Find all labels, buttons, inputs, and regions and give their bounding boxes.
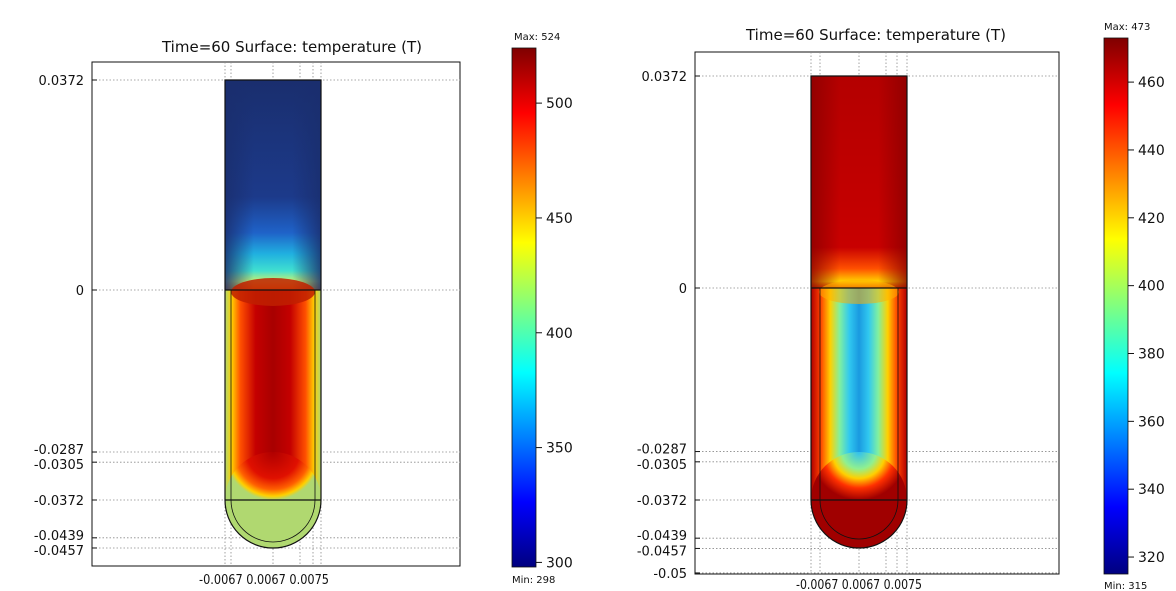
left-chart-title: Time=60 Surface: temperature (T) [161,38,422,56]
right-colorbar-min: Min: 315 [1104,581,1147,591]
right-tube-outline [810,75,908,549]
colorbar-tick-label: 350 [546,441,573,457]
y-tick-label: -0.0457 [637,544,687,559]
right-colorbar-bar [1103,37,1129,575]
right-colorbar: Max: 473 320 340 360 380 400 420 440 460 Min: 3… [1103,22,1165,591]
left-tube-outline [224,79,322,549]
left-panel: Time=60 Surface: temperature (T) 0.03720… [34,38,461,588]
y-tick-label: -0.0305 [637,458,687,473]
right-temperature-field [811,76,907,548]
colorbar-tick-label: 500 [546,96,573,112]
colorbar-tick-label: 380 [1138,346,1165,362]
colorbar-tick-label: 420 [1138,211,1165,227]
y-tick-label: -0.0457 [34,544,84,559]
colorbar-tick-label: 340 [1138,482,1165,498]
y-tick-label: 0.0372 [39,74,85,89]
y-tick-label: -0.0439 [34,529,84,544]
right-x-tick-labels: -0.0067 0.0067 0.0075 [796,578,922,591]
right-panel: Time=60 Surface: temperature (T) 0.03720… [637,26,1060,591]
left-axes-frame [91,61,461,567]
left-temperature-field [225,80,321,548]
colorbar-tick-label: 320 [1138,550,1165,566]
left-colorbar: Max: 524 300 350 400 450 500 Min: 298 [511,32,573,586]
y-tick-label: 0 [679,282,687,297]
left-y-ticks: 0.0372 0 -0.0287-0.0305 -0.0372 -0.0439-0.04… [34,74,97,559]
right-axes-frame [694,51,1060,575]
y-tick-label: -0.05 [653,567,687,582]
y-tick-label: -0.0305 [34,458,84,473]
y-tick-label: 0.0372 [642,70,688,85]
colorbar-tick-label: 400 [1138,279,1165,295]
right-colorbar-max: Max: 473 [1104,22,1150,33]
colorbar-tick-label: 450 [546,211,573,227]
colorbar-tick-label: 440 [1138,143,1165,159]
left-x-tick-labels: -0.0067 0.0067 0.0075 [199,573,329,588]
y-tick-label: -0.0287 [34,443,84,458]
left-colorbar-ticks: 300 350 400 450 500 [536,96,573,571]
colorbar-tick-label: 400 [546,326,573,342]
colorbar-tick-label: 360 [1138,414,1165,430]
y-tick-label: -0.0287 [637,443,687,458]
left-colorbar-bar [511,47,537,568]
colorbar-tick-label: 460 [1138,75,1165,91]
y-tick-label: -0.0439 [637,529,687,544]
right-colorbar-ticks: 320 340 360 380 400 420 440 460 [1128,75,1165,566]
y-tick-label: 0 [76,284,84,299]
left-colorbar-max: Max: 524 [514,32,560,43]
left-colorbar-min: Min: 298 [512,575,555,586]
y-tick-label: -0.0372 [637,494,687,509]
colorbar-tick-label: 300 [546,555,573,571]
right-chart-title: Time=60 Surface: temperature (T) [745,26,1006,44]
y-tick-label: -0.0372 [34,494,84,509]
right-y-ticks: 0.0372 0 -0.0287-0.0305 -0.0372 -0.0439-0.04… [637,70,700,582]
